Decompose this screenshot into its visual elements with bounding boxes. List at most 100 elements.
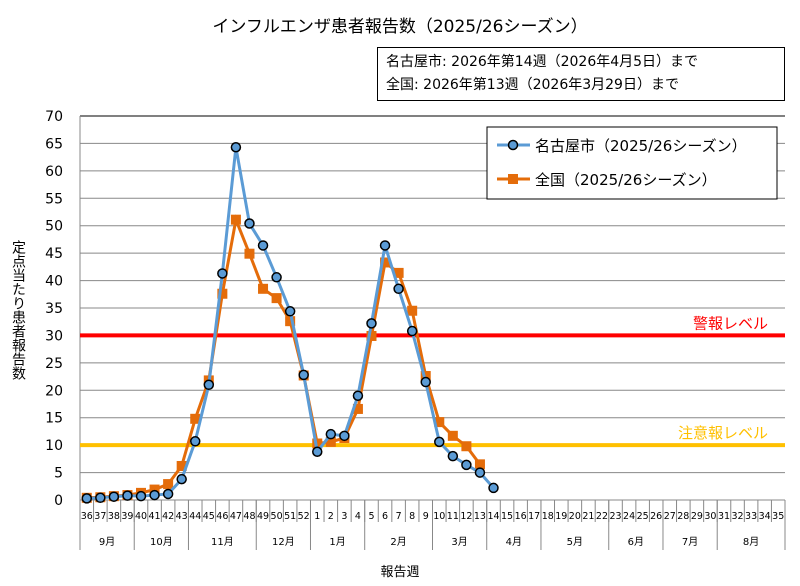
x-tick-label: 49 — [257, 511, 269, 522]
x-tick-label: 47 — [230, 511, 242, 522]
x-tick-label: 12 — [460, 511, 472, 522]
month-label: 8月 — [743, 536, 759, 548]
data-point — [407, 305, 418, 316]
y-tick-label: 25 — [45, 356, 63, 372]
data-point — [379, 240, 391, 251]
x-tick-label: 18 — [542, 511, 554, 522]
month-label: 2月 — [390, 536, 406, 548]
data-point — [176, 460, 187, 471]
x-tick-label: 44 — [189, 511, 201, 522]
x-tick-label: 27 — [664, 511, 676, 522]
x-tick-label: 29 — [691, 511, 703, 522]
chart-title: インフルエンザ患者報告数（2025/26シーズン） — [212, 17, 588, 37]
x-tick-label: 34 — [759, 511, 771, 522]
month-label: 7月 — [682, 536, 698, 548]
data-point — [461, 441, 472, 452]
x-tick-label: 32 — [732, 511, 744, 522]
x-tick-label: 48 — [243, 511, 255, 522]
y-tick-label: 70 — [45, 109, 63, 125]
y-tick-label: 5 — [54, 466, 63, 482]
data-point — [447, 430, 458, 441]
x-tick-label: 36 — [81, 511, 93, 522]
legend-label: 全国（2025/26シーズン） — [535, 171, 717, 189]
x-tick-label: 35 — [772, 511, 784, 522]
data-point — [258, 283, 269, 294]
legend-marker — [508, 174, 518, 184]
data-point — [122, 490, 133, 501]
x-axis-label: 報告週 — [380, 565, 420, 580]
x-tick-label: 24 — [623, 511, 635, 522]
data-point — [95, 492, 106, 504]
data-point — [420, 371, 431, 382]
y-tick-label: 65 — [45, 136, 63, 152]
reference-line-label: 注意報レベル — [678, 424, 768, 442]
x-tick-label: 9 — [423, 511, 429, 522]
x-tick-label: 23 — [609, 511, 621, 522]
data-point — [285, 316, 296, 327]
data-point — [230, 214, 241, 225]
y-tick-label: 20 — [45, 383, 63, 399]
data-point — [434, 417, 445, 428]
x-tick-label: 42 — [162, 511, 174, 522]
x-tick-label: 45 — [203, 511, 215, 522]
data-point — [420, 376, 431, 388]
data-point — [325, 428, 337, 440]
x-tick-label: 6 — [382, 511, 388, 522]
x-tick-label: 40 — [135, 511, 147, 522]
x-tick-label: 14 — [487, 511, 499, 522]
data-point — [162, 488, 174, 500]
x-tick-label: 38 — [108, 511, 120, 522]
data-point — [189, 436, 201, 447]
month-label: 10月 — [150, 536, 173, 548]
x-tick-label: 2 — [328, 511, 334, 522]
x-tick-label: 8 — [409, 511, 415, 522]
data-point — [284, 306, 296, 317]
y-axis-label: 定点当たり患者報告数 — [10, 240, 26, 380]
legend-marker — [507, 139, 519, 151]
x-tick-label: 20 — [569, 511, 581, 522]
data-point — [380, 257, 391, 268]
x-tick-label: 37 — [94, 511, 106, 522]
x-tick-label: 15 — [501, 511, 513, 522]
data-point — [81, 493, 93, 504]
y-tick-label: 50 — [45, 219, 63, 235]
x-tick-label: 31 — [718, 511, 730, 522]
x-tick-label: 43 — [176, 511, 188, 522]
month-label: 3月 — [451, 536, 467, 548]
data-point — [203, 379, 215, 391]
data-point — [217, 288, 228, 299]
y-tick-label: 10 — [45, 438, 63, 454]
x-tick-label: 51 — [284, 511, 296, 522]
data-point — [447, 450, 459, 462]
x-tick-label: 28 — [677, 511, 689, 522]
x-tick-label: 33 — [745, 511, 757, 522]
month-label: 9月 — [99, 536, 115, 548]
data-point — [271, 293, 282, 304]
x-tick-label: 10 — [433, 511, 445, 522]
data-point — [176, 473, 187, 485]
x-tick-label: 16 — [515, 511, 527, 522]
x-tick-label: 26 — [650, 511, 662, 522]
data-point — [217, 268, 228, 279]
data-point — [461, 459, 472, 471]
data-point — [312, 446, 323, 457]
x-tick-label: 25 — [637, 511, 649, 522]
month-label: 5月 — [567, 536, 583, 548]
x-tick-label: 22 — [596, 511, 608, 522]
month-label: 6月 — [628, 536, 644, 548]
month-label: 12月 — [272, 536, 295, 548]
data-point — [244, 248, 255, 259]
y-tick-label: 0 — [54, 493, 63, 509]
data-point — [244, 218, 255, 229]
x-tick-label: 13 — [474, 511, 486, 522]
reference-line-label: 警報レベル — [693, 314, 768, 332]
data-point — [339, 430, 350, 442]
data-point — [434, 436, 445, 448]
x-tick-label: 30 — [704, 511, 716, 522]
x-tick-label: 39 — [121, 511, 133, 522]
data-point — [149, 489, 160, 501]
y-tick-label: 55 — [45, 191, 63, 207]
y-tick-label: 45 — [45, 246, 63, 262]
